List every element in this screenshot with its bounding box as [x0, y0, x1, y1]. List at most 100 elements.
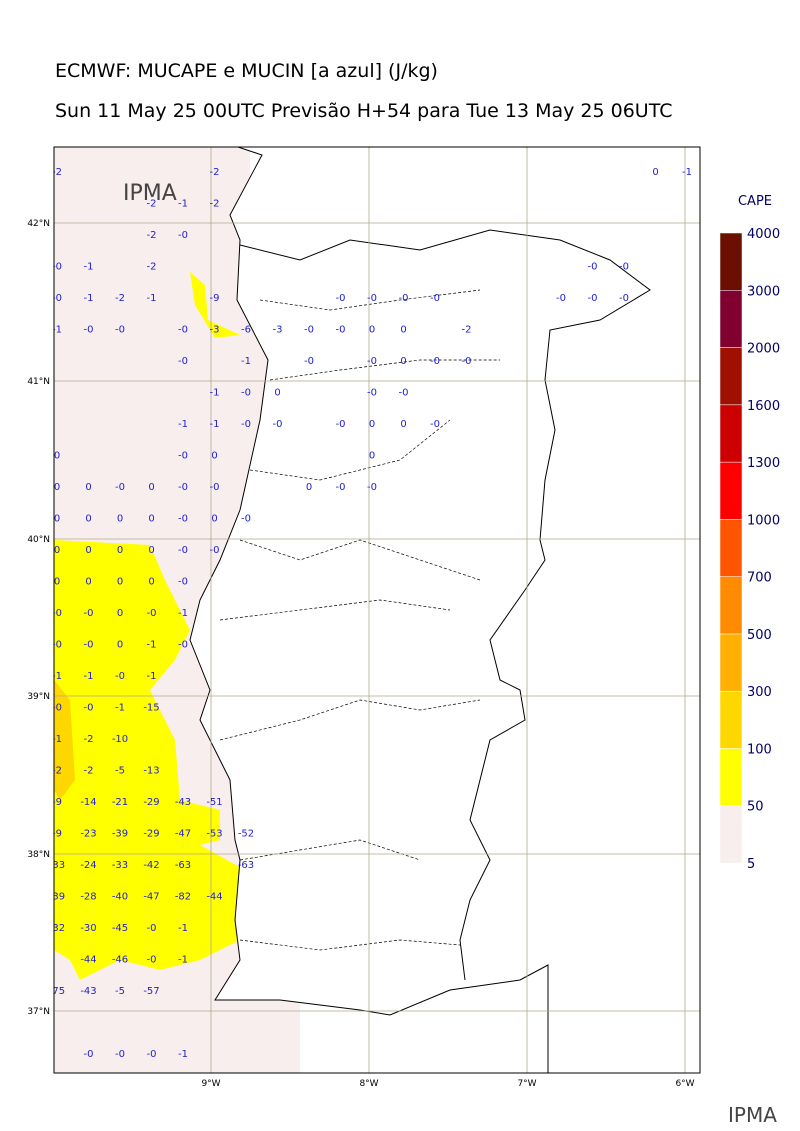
cin-label: -2 — [147, 262, 157, 273]
cin-label: 0 — [369, 451, 375, 462]
lat-label: 38°N — [27, 850, 50, 860]
cin-label: -9 — [210, 293, 220, 304]
lon-label: 8°W — [359, 1079, 378, 1089]
cin-label: -2 — [147, 230, 157, 241]
logo: IPMA — [123, 181, 177, 206]
district-line — [219, 289, 500, 951]
cin-label: 0 — [652, 167, 658, 178]
lat-label: 42°N — [27, 219, 50, 229]
cin-label: -10 — [112, 734, 128, 745]
colorbar-label: 300 — [747, 685, 772, 700]
cin-label: -42 — [143, 860, 159, 871]
colorbar-label: 500 — [747, 628, 772, 643]
colorbar-segment — [719, 576, 743, 635]
cin-label: -0 — [84, 640, 94, 651]
colorbar-label: 1300 — [747, 456, 780, 471]
cin-label: -0 — [115, 482, 125, 493]
cin-label: -1 — [178, 419, 188, 430]
cin-label: -1 — [178, 923, 188, 934]
cin-label: -43 — [80, 986, 96, 997]
cin-label: -0 — [115, 1049, 125, 1060]
cin-label: -63 — [238, 860, 254, 871]
subtitle: Sun 11 May 25 00UTC Previsão H+54 para T… — [55, 100, 672, 122]
cin-label: -0 — [178, 325, 188, 336]
cin-label: -1 — [84, 262, 94, 273]
cin-label: -2 — [210, 167, 220, 178]
cin-label: -0 — [147, 955, 157, 966]
cin-label: -1 — [241, 356, 251, 367]
cin-label: -40 — [112, 892, 128, 903]
cin-label: 0 — [148, 514, 154, 525]
cin-label: -75 — [49, 986, 65, 997]
colorbar-segment — [719, 347, 743, 406]
cin-label: -0 — [336, 293, 346, 304]
cin-label: -5 — [115, 986, 125, 997]
cin-label: -53 — [206, 829, 222, 840]
logo: IPMA — [728, 1103, 777, 1127]
cin-label: -0 — [84, 325, 94, 336]
cin-label: -2 — [84, 766, 94, 777]
cin-label: 0 — [274, 388, 280, 399]
cin-label: -0 — [178, 230, 188, 241]
cin-label: -0 — [84, 1049, 94, 1060]
cin-label: 0 — [148, 577, 154, 588]
colorbar-segment — [719, 290, 743, 348]
cin-label: -0 — [52, 262, 62, 273]
cin-label: -0 — [178, 451, 188, 462]
colorbar-segment — [719, 690, 743, 749]
lat-label: 39°N — [27, 692, 50, 702]
cin-label: 0 — [85, 482, 91, 493]
cin-label: -0 — [430, 293, 440, 304]
colorbar-segment — [719, 748, 743, 806]
cin-label: -21 — [112, 797, 128, 808]
colorbar-segment — [719, 805, 743, 864]
colorbar-segment — [719, 232, 743, 291]
cin-label: -57 — [143, 986, 159, 997]
cin-label: -0 — [367, 388, 377, 399]
cin-label: 0 — [211, 451, 217, 462]
cape-50 — [54, 540, 245, 980]
cin-label: -1 — [178, 608, 188, 619]
cin-label: -0 — [304, 356, 314, 367]
cin-label: -82 — [175, 892, 191, 903]
cin-label: -0 — [52, 703, 62, 714]
cin-label: -0 — [241, 514, 251, 525]
cin-label: -1 — [210, 388, 220, 399]
cin-label: -44 — [206, 892, 222, 903]
cin-label: -0 — [462, 356, 472, 367]
cin-label: 0 — [54, 545, 60, 556]
lon-label: 7°W — [517, 1079, 536, 1089]
cin-label: -0 — [399, 293, 409, 304]
cin-label: -0 — [115, 325, 125, 336]
cin-label: -43 — [175, 797, 191, 808]
cin-label: -0 — [210, 545, 220, 556]
cin-label: -0 — [367, 356, 377, 367]
cin-label: -0 — [556, 293, 566, 304]
cin-label: -0 — [367, 482, 377, 493]
cin-label: 0 — [117, 514, 123, 525]
cin-label: -0 — [147, 923, 157, 934]
cin-label: -29 — [143, 829, 159, 840]
colorbar-label: 100 — [747, 742, 772, 757]
cape-100 — [54, 680, 75, 800]
cin-label: -0 — [336, 325, 346, 336]
cin-label: -2 — [462, 325, 472, 336]
cin-label: 0 — [148, 482, 154, 493]
cin-label: -0 — [241, 419, 251, 430]
cin-label: -1 — [147, 640, 157, 651]
colorbar-segment — [719, 633, 743, 692]
cin-label: -1 — [210, 419, 220, 430]
cin-label: -47 — [143, 892, 159, 903]
colorbar-segment — [719, 461, 743, 520]
cin-label: -0 — [52, 293, 62, 304]
cin-label: -0 — [430, 419, 440, 430]
cin-label: -9 — [52, 797, 62, 808]
cin-label: -1 — [147, 671, 157, 682]
cin-label: -32 — [49, 923, 65, 934]
cin-label: 0 — [54, 577, 60, 588]
cin-label: -0 — [178, 356, 188, 367]
cin-label: -0 — [336, 482, 346, 493]
cin-label: 0 — [117, 640, 123, 651]
cin-label: -0 — [147, 1049, 157, 1060]
